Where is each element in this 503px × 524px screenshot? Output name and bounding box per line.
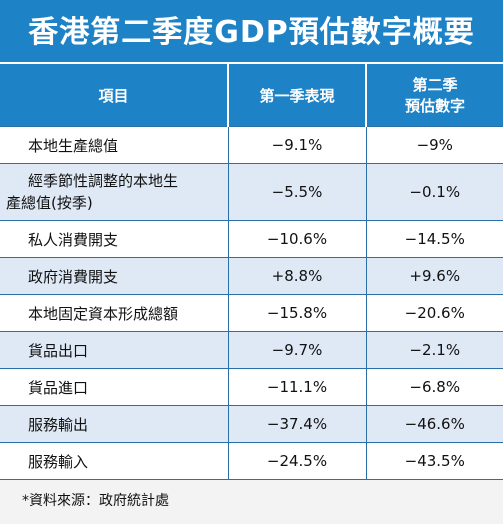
row-q1-value: −24.5% <box>227 442 366 480</box>
row-item: 貨品出口 <box>0 331 228 369</box>
header-q2-line1: 第二季 <box>412 76 458 94</box>
table-row: 貨品進口 −11.1% −6.8% <box>0 368 503 406</box>
row-item: 服務輸入 <box>0 442 228 480</box>
row-item: 私人消費開支 <box>0 220 228 258</box>
row-q2-value: −9% <box>365 126 503 164</box>
row-q1-value: −5.5% <box>227 163 366 221</box>
row-item: 本地固定資本形成總額 <box>0 294 228 332</box>
header-item: 項目 <box>0 63 228 127</box>
table-row: 經季節性調整的本地生 產總值(按季) −5.5% −0.1% <box>0 163 503 221</box>
row-q1-value: −37.4% <box>227 405 366 443</box>
row-q2-value: −6.8% <box>365 368 503 406</box>
row-q1-value: +8.8% <box>227 257 366 295</box>
table-row: 本地固定資本形成總額 −15.8% −20.6% <box>0 294 503 332</box>
header-row: 項目 第一季表現 第二季 預估數字 <box>0 63 503 127</box>
row-q2-value: +9.6% <box>365 257 503 295</box>
table-row: 服務輸出 −37.4% −46.6% <box>0 405 503 443</box>
header-q1: 第一季表現 <box>227 63 366 127</box>
source-footnote: *資料來源：政府統計處 <box>0 480 503 520</box>
table-row: 服務輸入 −24.5% −43.5% <box>0 442 503 480</box>
row-q2-value: −46.6% <box>365 405 503 443</box>
row-q1-value: −15.8% <box>227 294 366 332</box>
header-q2: 第二季 預估數字 <box>365 63 503 127</box>
table-row: 本地生產總值 −9.1% −9% <box>0 126 503 164</box>
row-q1-value: −10.6% <box>227 220 366 258</box>
row-q2-value: −0.1% <box>365 163 503 221</box>
row-item: 經季節性調整的本地生 產總值(按季) <box>0 163 228 221</box>
table-row: 私人消費開支 −10.6% −14.5% <box>0 220 503 258</box>
row-item: 本地生產總值 <box>0 126 228 164</box>
row-item-line2: 產總值(按季) <box>6 194 93 212</box>
row-item: 政府消費開支 <box>0 257 228 295</box>
row-item-line1: 經季節性調整的本地生 <box>28 172 179 190</box>
table-title: 香港第二季度GDP預估數字概要 <box>0 0 503 62</box>
row-q2-value: −14.5% <box>365 220 503 258</box>
header-q2-line2: 預估數字 <box>404 97 465 115</box>
row-item: 貨品進口 <box>0 368 228 406</box>
row-q2-value: −2.1% <box>365 331 503 369</box>
row-q1-value: −9.7% <box>227 331 366 369</box>
row-q2-value: −43.5% <box>365 442 503 480</box>
table-row: 政府消費開支 +8.8% +9.6% <box>0 257 503 295</box>
row-q1-value: −11.1% <box>227 368 366 406</box>
row-item: 服務輸出 <box>0 405 228 443</box>
row-q2-value: −20.6% <box>365 294 503 332</box>
gdp-table: 項目 第一季表現 第二季 預估數字 本地生產總值 −9.1% −9% 經季節性調… <box>0 62 503 480</box>
table-row: 貨品出口 −9.7% −2.1% <box>0 331 503 369</box>
row-q1-value: −9.1% <box>227 126 366 164</box>
